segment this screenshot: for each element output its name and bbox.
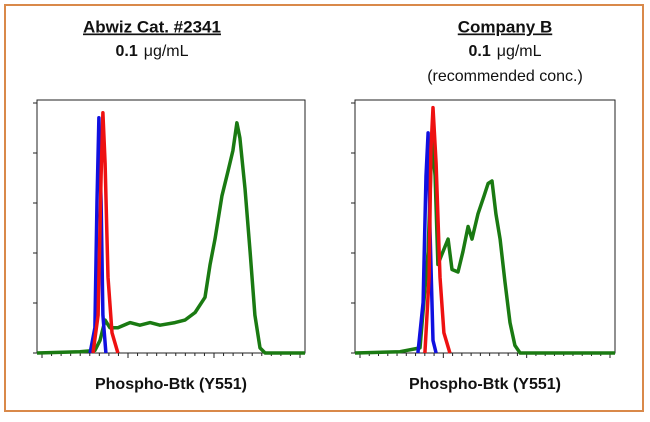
panel-title: Abwiz Cat. #2341 xyxy=(83,17,221,36)
concentration-unit: μg/mL xyxy=(144,43,189,60)
note: (recommended conc.) xyxy=(427,68,583,85)
histogram-line xyxy=(91,110,120,354)
histogram-line xyxy=(354,136,615,355)
histogram-line xyxy=(423,105,452,354)
concentration-value: 0.1 xyxy=(115,43,137,60)
histogram-line xyxy=(416,131,438,354)
plot-area xyxy=(354,99,616,354)
concentration-value: 0.1 xyxy=(468,43,490,60)
concentration: 0.1 μg/mL xyxy=(115,43,188,60)
x-axis-label: Phospho-Btk (Y551) xyxy=(409,376,561,393)
histogram-line xyxy=(36,121,305,355)
panel-title: Company B xyxy=(458,17,552,36)
concentration: 0.1 μg/mL xyxy=(468,43,541,60)
x-axis-label: Phospho-Btk (Y551) xyxy=(95,376,247,393)
frame xyxy=(4,4,644,412)
concentration-unit: μg/mL xyxy=(497,43,542,60)
plot-area xyxy=(36,99,306,354)
